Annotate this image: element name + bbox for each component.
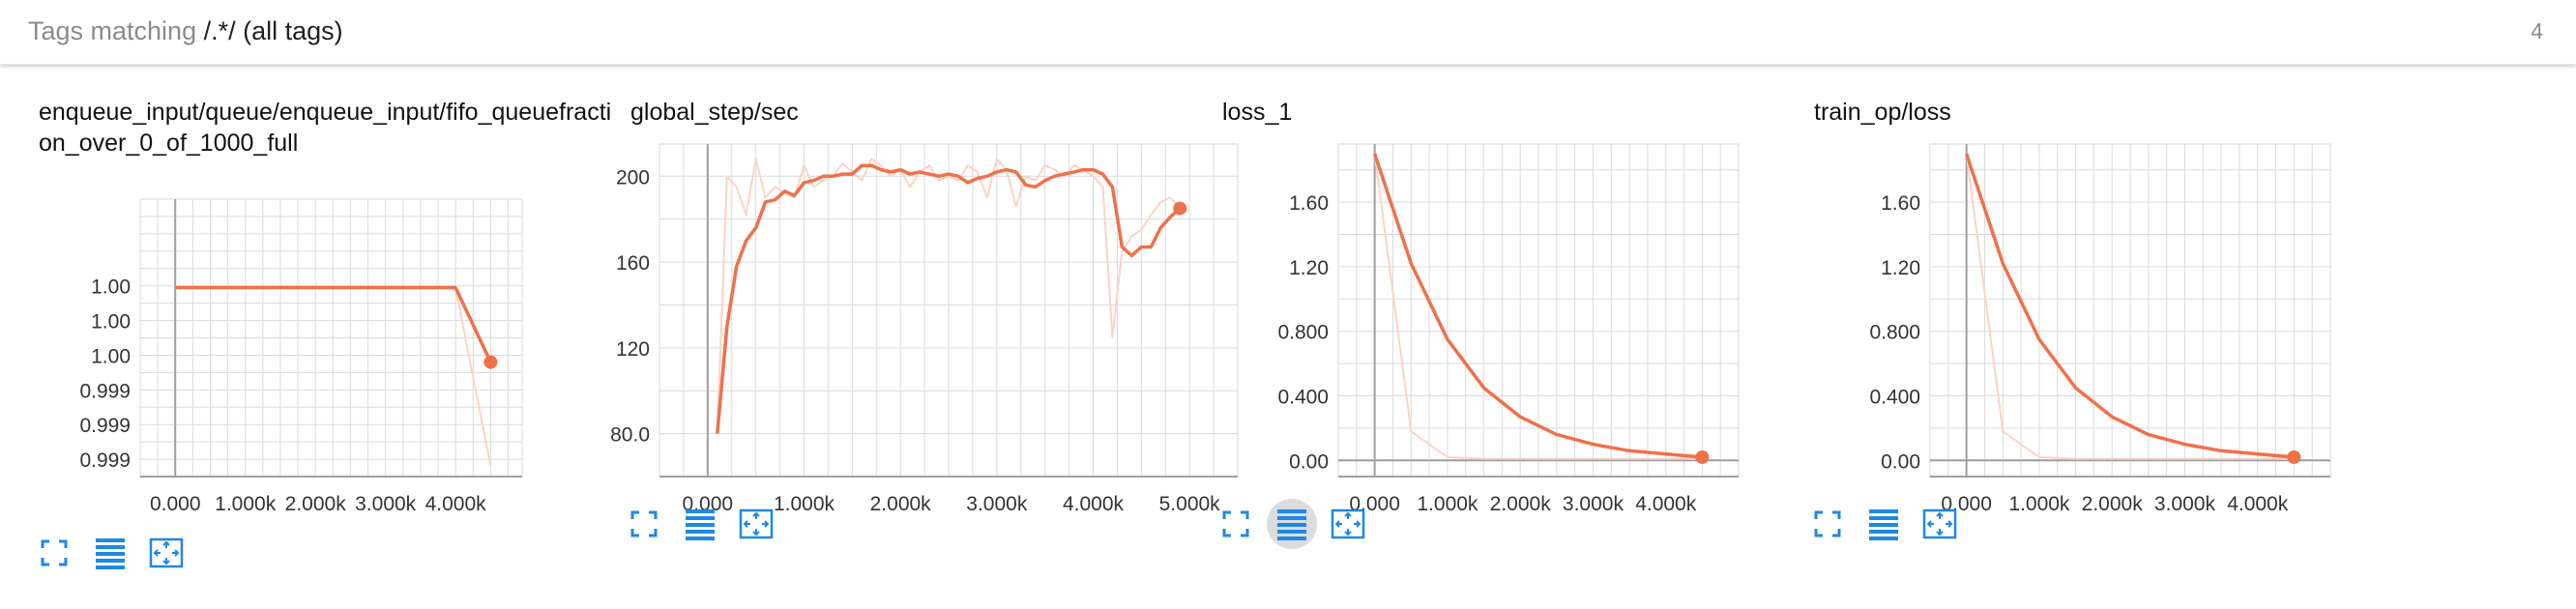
fit-domain-button[interactable] <box>1323 499 1373 549</box>
x-tick-label: 4.000k <box>1635 493 1697 515</box>
y-tick-label: 1.00 <box>91 311 131 334</box>
x-tick-label: 3.000k <box>1563 493 1625 515</box>
y-tick-label: 1.00 <box>91 345 131 367</box>
fit-domain-button[interactable] <box>731 499 781 549</box>
log-scale-button[interactable] <box>85 528 135 578</box>
log-scale-icon <box>1869 509 1898 540</box>
log-scale-icon <box>96 538 125 569</box>
raw-series-line <box>1373 153 1703 460</box>
x-tick-label: 3.000k <box>966 493 1028 515</box>
log-scale-icon <box>686 509 715 540</box>
fullscreen-button[interactable] <box>29 528 79 578</box>
chart-card-title: train_op/loss <box>1814 99 1951 126</box>
chart-card: enqueue_input/queue/enqueue_input/fifo_q… <box>39 68 619 609</box>
last-point-marker <box>1173 201 1187 216</box>
tag-filter-header: Tags matching /.*/ (all tags) 4 <box>0 0 2576 65</box>
smoothed-series-line <box>1964 153 2295 459</box>
y-tick-label: 0.400 <box>1869 387 1920 409</box>
tag-count: 4 <box>2531 18 2543 44</box>
raw-series-line <box>1965 153 2295 460</box>
fit-domain-icon <box>1922 508 1957 539</box>
grid <box>1929 144 2331 477</box>
chart-card: train_op/loss 0.00 0.400 0.800 1.20 1.60 0.000… <box>1814 68 2394 609</box>
x-tick-label: 2.000k <box>285 493 347 515</box>
fullscreen-icon <box>1814 510 1841 537</box>
x-tick-label: 4.000k <box>425 493 487 515</box>
last-point-marker <box>2287 450 2301 464</box>
chart-toolbar <box>29 528 222 574</box>
x-tick-label: 5.000k <box>1159 493 1221 515</box>
fit-domain-button[interactable] <box>141 528 191 578</box>
y-tick-label: 1.60 <box>1289 192 1329 215</box>
chart-toolbar <box>619 499 812 545</box>
grid <box>659 144 1239 478</box>
fit-domain-icon <box>739 508 774 539</box>
fullscreen-icon <box>1222 510 1249 537</box>
x-tick-label: 2.000k <box>1490 493 1552 515</box>
y-tick-label: 80.0 <box>610 424 650 447</box>
smoothed-series-line <box>1372 153 1703 459</box>
raw-series-line <box>716 158 1181 434</box>
fullscreen-button[interactable] <box>1211 499 1261 549</box>
line-chart[interactable]: 0.999 0.999 0.999 1.00 1.00 1.00 0.000 1.000k 2.… <box>39 68 619 515</box>
y-tick-label: 0.999 <box>79 415 131 437</box>
smoothed-series-line <box>175 285 492 363</box>
tag-regex: /.*/ <box>203 16 236 45</box>
y-tick-label: 0.00 <box>1289 450 1329 473</box>
y-tick-label: 1.60 <box>1881 192 1920 215</box>
log-scale-button[interactable] <box>675 499 725 549</box>
y-tick-label: 1.00 <box>91 276 131 299</box>
y-tick-label: 0.00 <box>1881 450 1920 473</box>
y-tick-label: 120 <box>616 338 650 361</box>
fit-domain-icon <box>1331 508 1365 539</box>
fit-domain-button[interactable] <box>1915 499 1965 549</box>
y-tick-label: 0.800 <box>1869 322 1920 344</box>
tag-description: (all tags) <box>243 16 343 45</box>
chart-card: global_step/sec 80.0 120 160 200 0.000 1.000k 2… <box>610 68 1239 609</box>
x-tick-label: 1.000k <box>215 493 277 515</box>
chart-card-title: loss_1 <box>1222 99 1293 126</box>
x-tick-label: 2.000k <box>2082 493 2144 515</box>
log-scale-button[interactable] <box>1267 499 1317 549</box>
x-tick-label: 3.000k <box>2154 493 2216 515</box>
x-tick-label: 1.000k <box>774 493 835 515</box>
last-point-marker <box>1695 450 1710 464</box>
x-tick-label: 2.000k <box>870 493 932 515</box>
chart-toolbar <box>1802 499 1996 545</box>
x-tick-label: 1.000k <box>1417 493 1478 515</box>
y-tick-label: 160 <box>616 252 650 275</box>
x-tick-label: 1.000k <box>2008 493 2070 515</box>
y-tick-label: 0.999 <box>79 380 131 402</box>
y-tick-label: 200 <box>616 166 650 188</box>
fullscreen-icon <box>630 510 658 537</box>
last-point-marker <box>483 355 498 369</box>
y-tick-label: 1.20 <box>1289 257 1329 279</box>
smoothed-series-line <box>716 163 1182 434</box>
x-tick-label: 3.000k <box>355 493 417 515</box>
chart-toolbar <box>1211 499 1404 549</box>
chart-card: loss_1 0.00 0.400 0.800 1.20 1.60 0.000 1.000k 2… <box>1222 68 1802 609</box>
fullscreen-button[interactable] <box>619 499 669 549</box>
y-tick-label: 0.400 <box>1277 387 1329 409</box>
fullscreen-icon <box>41 539 68 566</box>
chart-card-title: global_step/sec <box>630 99 799 126</box>
log-scale-button[interactable] <box>1859 499 1909 549</box>
tag-filter-title: Tags matching /.*/ (all tags) <box>28 16 343 46</box>
tag-filter-prefix: Tags matching <box>28 16 197 45</box>
x-tick-label: 0.000 <box>150 493 201 515</box>
y-tick-label: 1.20 <box>1881 257 1920 279</box>
x-tick-label: 4.000k <box>2227 493 2289 515</box>
fit-domain-icon <box>149 537 184 568</box>
y-tick-label: 0.999 <box>79 450 131 472</box>
log-scale-icon <box>1277 509 1306 540</box>
chart-card-title: enqueue_input/queue/enqueue_input/fifo_q… <box>39 99 612 157</box>
y-tick-label: 0.800 <box>1277 322 1329 344</box>
fullscreen-button[interactable] <box>1802 499 1853 549</box>
x-tick-label: 4.000k <box>1063 493 1125 515</box>
